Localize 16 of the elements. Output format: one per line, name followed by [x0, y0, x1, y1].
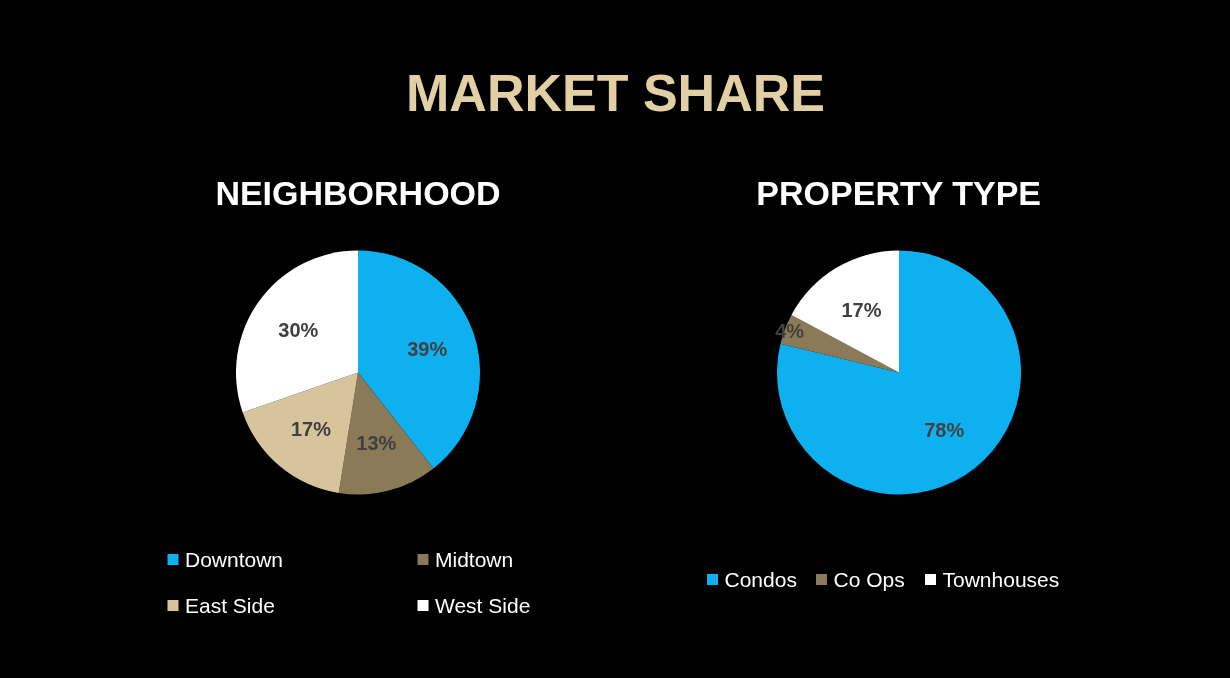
data-label: 30%: [278, 319, 319, 342]
legend-label: East Side: [185, 594, 275, 617]
chart-title: PROPERTY TYPE: [756, 173, 1042, 212]
text: MARKET SHARE: [406, 63, 825, 122]
legend-label: Midtown: [435, 548, 514, 571]
data-label: 17%: [290, 417, 332, 440]
chart-title: NEIGHBORHOOD: [215, 173, 501, 212]
legend-label: Condos: [724, 568, 797, 591]
data-label: 78%: [924, 419, 965, 442]
legend-label: Townhouses: [942, 568, 1060, 591]
data-label: 39%: [407, 337, 448, 360]
data-label: 13%: [356, 432, 397, 455]
data-label: 17%: [841, 298, 882, 321]
legend-label: Downtown: [185, 548, 284, 571]
legend-label: West Side: [435, 594, 531, 617]
legend-label: Co Ops: [833, 568, 905, 591]
